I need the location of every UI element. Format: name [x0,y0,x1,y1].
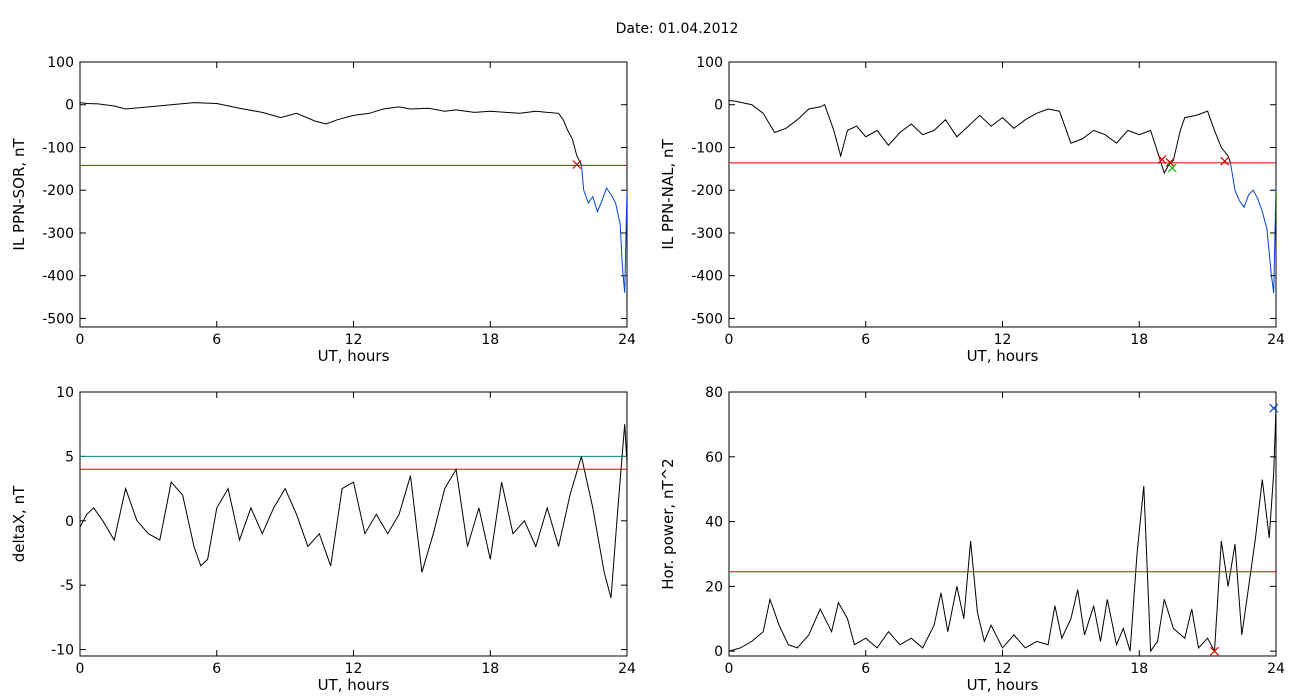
x-tick-label: 18 [1130,332,1148,348]
y-tick-label: 0 [714,98,723,114]
x-tick-label: 18 [1130,661,1148,677]
data-marker [1220,156,1230,166]
series-line-3 [1229,162,1276,293]
series-line-1 [729,100,1215,175]
y-tick-label: -200 [42,183,74,199]
x-tick-label: 0 [76,332,85,348]
x-tick-label: 0 [76,661,85,677]
y-tick-label: 0 [65,98,74,114]
y-tick-label: 5 [65,449,74,465]
data-marker [1165,158,1175,167]
figure-title: Date: 01.04.2012 [616,21,739,37]
plot-area [80,424,627,599]
y-axis-label: Hor. power, nT^2 [659,458,677,589]
y-tick-label: -500 [691,311,723,327]
plot-frame [79,61,628,328]
y-tick-label: 100 [47,55,74,71]
data-marker [572,160,582,170]
y-tick-label: -300 [691,226,723,242]
data-marker [1269,403,1279,413]
chart-panel-4: 0 6 12 18 24 80 60 40 20 0 UT, hours Hor. power, nT… [659,385,1285,694]
x-axis-label: UT, hours [318,347,390,365]
y-tick-label: -100 [42,140,74,156]
x-tick-label: 12 [994,661,1012,677]
x-tick-label: 0 [725,332,734,348]
y-tick-label: -100 [691,140,723,156]
x-tick-label: 12 [994,332,1012,348]
y-tick-label: -5 [60,578,74,594]
x-tick-label: 18 [481,661,499,677]
y-tick-label: -300 [42,226,74,242]
data-marker [1167,163,1177,173]
y-axis-label: deltaX, nT [10,485,28,562]
y-tick-label: -400 [691,269,723,285]
y-tick-label: -400 [42,269,74,285]
y-tick-label: 0 [714,644,723,660]
plot-frame [79,391,628,657]
series-line-1 [80,102,564,125]
y-tick-label: 20 [705,579,723,595]
series-line-2 [1214,130,1231,163]
y-tick-label: 10 [56,385,74,401]
y-tick-label: 80 [705,385,723,401]
y-tick-label: 100 [696,55,723,71]
y-axis-label: IL PPN-NAL, nT [659,139,677,250]
plot-area [80,102,627,293]
chart-panel-1: 0 6 12 18 24 100 0 -100 -200 -300 -400 -500 UT, hour… [10,55,636,365]
y-tick-label: 0 [65,514,74,530]
series-line-2 [562,119,582,165]
x-tick-label: 24 [618,332,636,348]
x-tick-label: 24 [1267,661,1285,677]
series-line-3 [580,164,627,293]
y-tick-label: 60 [705,450,723,466]
x-tick-label: 12 [345,661,363,677]
plot-area [729,408,1276,653]
y-tick-label: 40 [705,515,723,531]
data-marker [1210,646,1219,656]
data-marker [1157,155,1167,164]
y-tick-label: -10 [51,643,74,659]
plot-frame [728,61,1277,328]
chart-panel-3: 0 6 12 18 24 10 5 0 -5 -10 UT, hours deltaX, nT [10,385,636,694]
x-tick-label: 6 [212,661,221,677]
x-axis-label: UT, hours [318,676,390,694]
plot-frame [728,391,1277,657]
y-axis-label: IL PPN-SOR, nT [10,138,28,251]
plot-area [729,100,1276,293]
series-line-1 [80,424,627,599]
x-tick-label: 6 [212,332,221,348]
x-tick-label: 12 [345,332,363,348]
x-axis-label: UT, hours [967,347,1039,365]
x-axis-label: UT, hours [967,676,1039,694]
x-tick-label: 24 [618,661,636,677]
y-tick-label: -200 [691,183,723,199]
y-tick-label: -500 [42,311,74,327]
x-tick-label: 6 [861,661,870,677]
chart-panel-2: 0 6 12 18 24 100 0 -100 -200 -300 -400 -500 UT, hour… [659,55,1285,365]
series-line-1 [729,408,1276,653]
x-tick-label: 0 [725,661,734,677]
x-tick-label: 6 [861,332,870,348]
x-tick-label: 24 [1267,332,1285,348]
x-tick-label: 18 [481,332,499,348]
